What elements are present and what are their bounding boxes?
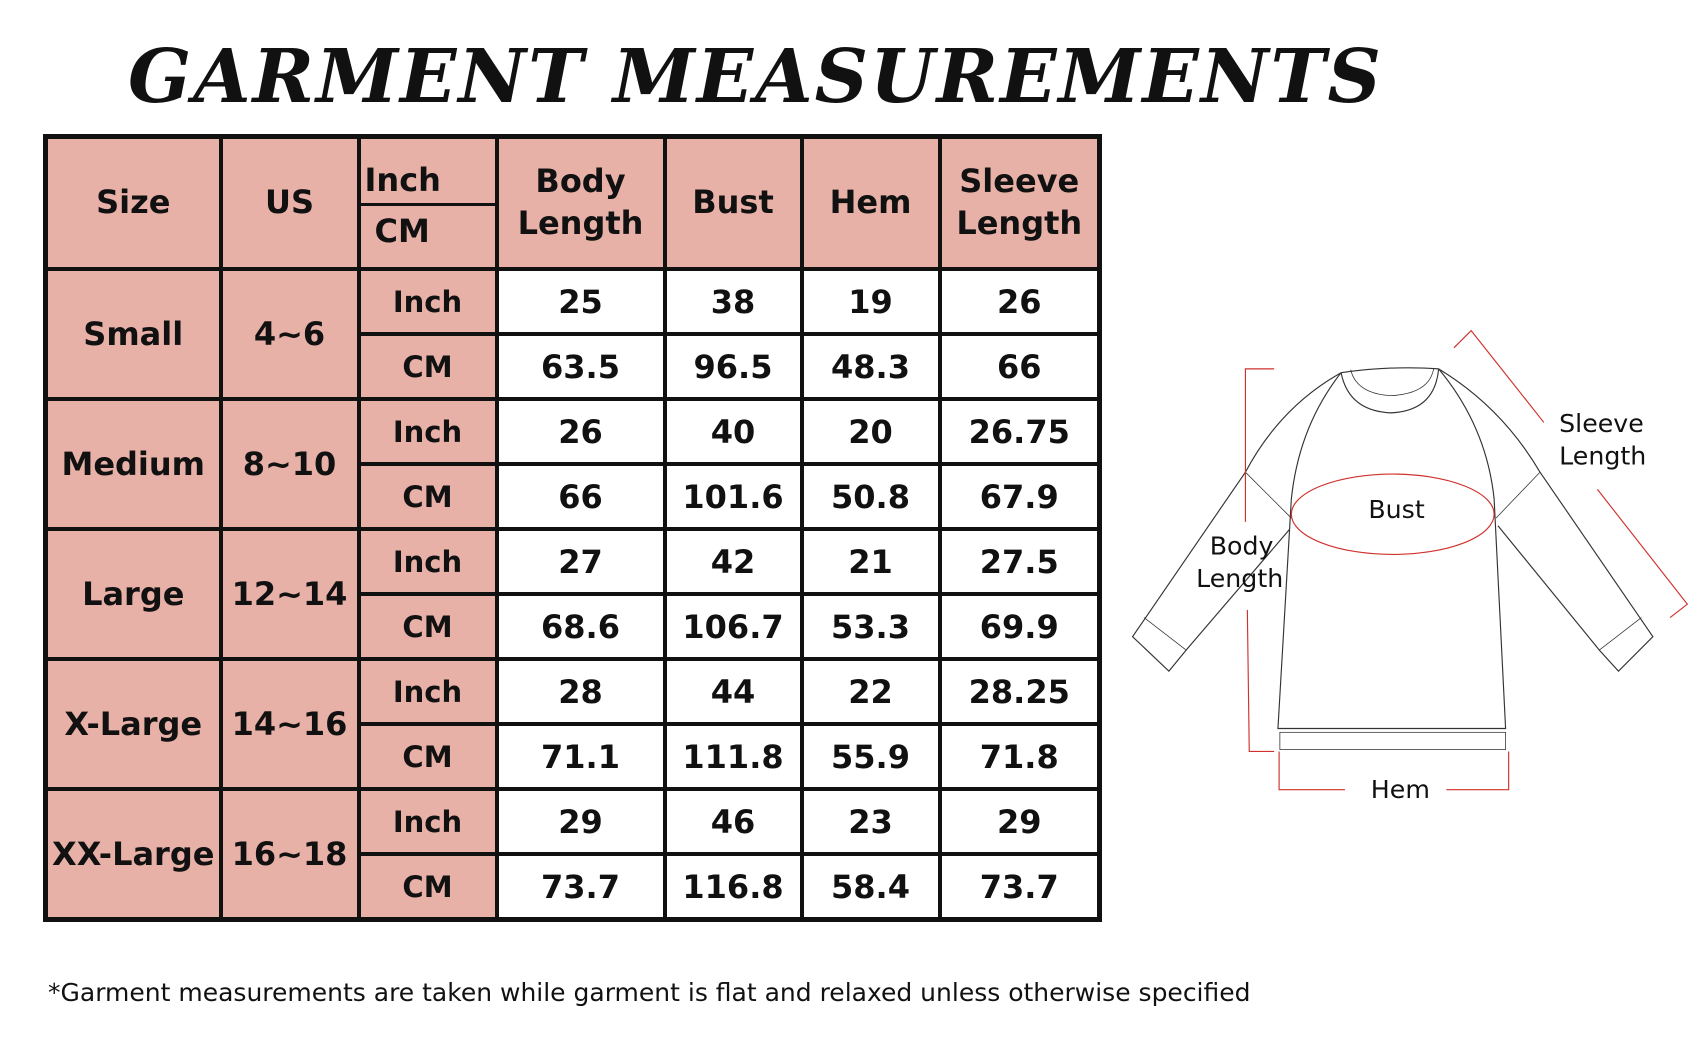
header-us: US [218, 134, 361, 271]
page-title: GARMENT MEASUREMENTS [128, 34, 1383, 120]
table-row: CM 71.1 111.8 55.9 71.8 [46, 722, 1102, 791]
value-cell: 55.9 [799, 722, 942, 791]
size-cell: Medium [43, 397, 223, 531]
sleeve-line-top [1453, 329, 1545, 423]
value-cell: 25 [494, 267, 667, 336]
unit-cell: Inch [356, 397, 499, 466]
us-size-cell: 12~14 [218, 527, 361, 661]
header-size: Size [43, 134, 223, 271]
value-cell: 58.4 [799, 852, 942, 922]
size-cell: XX-Large [43, 787, 223, 922]
unit-cell: Inch [356, 527, 499, 596]
value-cell: 66 [937, 332, 1102, 401]
us-size-cell: 14~16 [218, 657, 361, 791]
value-cell: 68.6 [494, 592, 667, 661]
table-row: CM 73.7 116.8 58.4 73.7 [46, 852, 1102, 922]
value-cell: 42 [662, 527, 804, 596]
measure-lines [1244, 329, 1689, 791]
value-cell: 53.3 [799, 592, 942, 661]
bust-ellipse [1290, 473, 1495, 555]
value-cell: 96.5 [662, 332, 804, 401]
table-row: Small 4~6 Inch 25 38 19 26 [43, 267, 1102, 401]
us-size-cell: 16~18 [218, 787, 361, 922]
header-inch: Inch [360, 139, 495, 206]
table-row: Medium 8~10 Inch 26 40 20 26.75 [43, 397, 1102, 531]
unit-cell: CM [356, 592, 499, 661]
unit-cell: CM [356, 462, 499, 531]
table-row: CM 66 101.6 50.8 67.9 [46, 462, 1102, 531]
size-cell: Small [43, 267, 223, 401]
table-row: CM 68.6 106.7 53.3 69.9 [46, 592, 1102, 661]
header-sleeve-length: Sleeve Length [937, 134, 1102, 271]
value-cell: 73.7 [494, 852, 667, 922]
value-cell: 26.75 [937, 397, 1102, 466]
value-cell: 27 [494, 527, 667, 596]
header-body-length: Body Length [494, 134, 667, 271]
value-cell: 20 [799, 397, 942, 466]
value-cell: 67.9 [937, 462, 1102, 531]
sleeve-line-bottom [1596, 489, 1689, 619]
header-hem: Hem [799, 134, 942, 271]
value-cell: 66 [494, 462, 667, 531]
unit-cell: CM [356, 852, 499, 922]
value-cell: 23 [799, 787, 942, 856]
value-cell: 21 [799, 527, 942, 596]
us-size-cell: 8~10 [218, 397, 361, 531]
header-unit: Inch CM [356, 134, 499, 271]
label-sleeve-length: Sleeve Length [1559, 409, 1646, 471]
size-chart-table: Size US Inch CM Body Length Bust Hem Slee… [43, 134, 1102, 922]
value-cell: 27.5 [937, 527, 1102, 596]
value-cell: 48.3 [799, 332, 942, 401]
sweater-sketch [1131, 367, 1654, 750]
value-cell: 71.8 [937, 722, 1102, 791]
unit-cell: Inch [356, 267, 499, 336]
header-row: Size US Inch CM Body Length Bust Hem Slee… [43, 134, 1102, 271]
table-row: Large 12~14 Inch 27 42 21 27.5 [43, 527, 1102, 661]
value-cell: 22 [799, 657, 942, 726]
value-cell: 50.8 [799, 462, 942, 531]
value-cell: 71.1 [494, 722, 667, 791]
value-cell: 26 [494, 397, 667, 466]
value-cell: 101.6 [662, 462, 804, 531]
unit-cell: Inch [356, 787, 499, 856]
label-hem: Hem [1371, 775, 1430, 804]
hem-line-left [1278, 751, 1345, 791]
header-cm: CM [374, 212, 430, 250]
size-cell: Large [43, 527, 223, 661]
value-cell: 46 [662, 787, 804, 856]
hem-line-right [1446, 751, 1510, 791]
body-length-line-top [1244, 368, 1275, 522]
value-cell: 44 [662, 657, 804, 726]
label-body-length: Body Length [1196, 531, 1283, 593]
us-size-cell: 4~6 [218, 267, 361, 401]
body-length-line-bottom [1246, 609, 1275, 753]
table-row: XX-Large 16~18 Inch 29 46 23 29 [43, 787, 1102, 922]
unit-cell: CM [356, 332, 499, 401]
header-bust: Bust [662, 134, 804, 271]
value-cell: 63.5 [494, 332, 667, 401]
unit-cell: CM [356, 722, 499, 791]
value-cell: 106.7 [662, 592, 804, 661]
value-cell: 28 [494, 657, 667, 726]
value-cell: 116.8 [662, 852, 804, 922]
table-row: X-Large 14~16 Inch 28 44 22 28.25 [43, 657, 1102, 791]
value-cell: 28.25 [937, 657, 1102, 726]
value-cell: 26 [937, 267, 1102, 336]
value-cell: 29 [937, 787, 1102, 856]
value-cell: 29 [494, 787, 667, 856]
garment-diagram: Bust Sleeve Length Body Length Hem [1131, 329, 1689, 804]
value-cell: 69.9 [937, 592, 1102, 661]
value-cell: 73.7 [937, 852, 1102, 922]
table-row: CM 63.5 96.5 48.3 66 [46, 332, 1102, 401]
label-bust: Bust [1368, 495, 1424, 524]
size-cell: X-Large [43, 657, 223, 791]
unit-cell: Inch [356, 657, 499, 726]
value-cell: 111.8 [662, 722, 804, 791]
value-cell: 38 [662, 267, 804, 336]
footnote: *Garment measurements are taken while ga… [48, 978, 1251, 1007]
value-cell: 19 [799, 267, 942, 336]
value-cell: 40 [662, 397, 804, 466]
